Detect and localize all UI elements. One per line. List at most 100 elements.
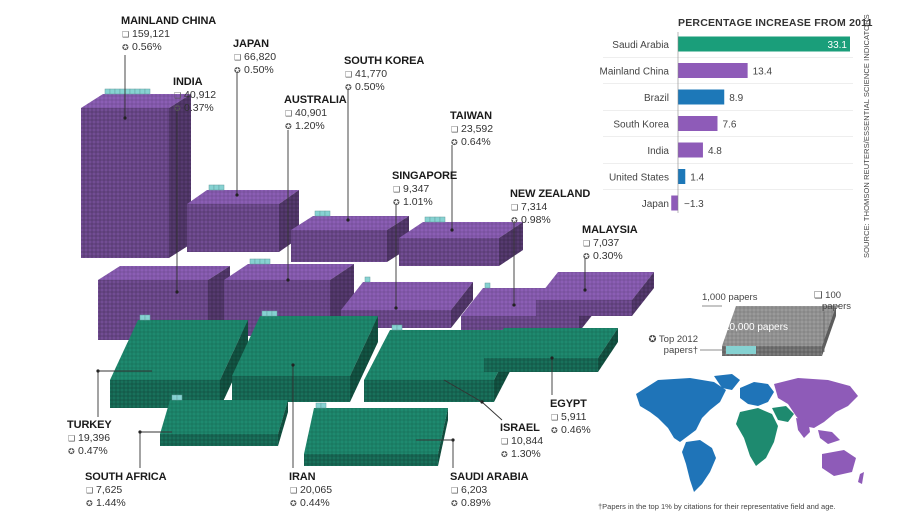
paper-icon: ❑ bbox=[583, 239, 591, 249]
country-name: IRAN bbox=[289, 471, 316, 483]
papers-count: ❑ 23,592 bbox=[451, 123, 494, 136]
top-paper-icon: ✪ bbox=[451, 137, 458, 147]
paper-block-japan bbox=[187, 184, 299, 252]
country-name: AUSTRALIA bbox=[284, 94, 347, 106]
papers-count: ❑ 66,820 bbox=[234, 51, 277, 64]
country-name: SAUDI ARABIA bbox=[450, 471, 529, 483]
top-paper-cube bbox=[259, 258, 266, 265]
country-name: MAINLAND CHINA bbox=[121, 15, 217, 27]
top-paper-icon: ✪ bbox=[290, 498, 297, 508]
top-percent: ✪ 1.30% bbox=[501, 447, 541, 460]
top-paper-cube bbox=[315, 402, 322, 409]
papers-count: ❑ 41,770 bbox=[345, 68, 388, 81]
country-name: ISRAEL bbox=[500, 422, 540, 434]
top-paper-icon: ✪ bbox=[68, 446, 75, 456]
country-name: NEW ZEALAND bbox=[510, 188, 591, 200]
top-paper-cube bbox=[109, 88, 116, 95]
paper-icon: ❑ bbox=[451, 125, 459, 135]
bar-value-label: 4.8 bbox=[708, 146, 722, 157]
label-iran: IRAN ❑ 20,065 ✪ 0.44% bbox=[289, 471, 332, 509]
leader-dot bbox=[512, 303, 516, 307]
bar-category-label: Mainland China bbox=[600, 67, 670, 78]
legend-hundred-icon: ❑ bbox=[814, 290, 826, 301]
top-percent: ✪ 0.37% bbox=[174, 101, 214, 114]
top-paper-icon: ✪ bbox=[583, 251, 590, 261]
top-paper-icon: ✪ bbox=[501, 449, 508, 459]
top-percent: ✪ 0.98% bbox=[511, 213, 551, 226]
map-middle-east bbox=[772, 406, 794, 422]
paper-block-south-africa bbox=[160, 394, 288, 446]
top-paper-icon: ✪ bbox=[393, 197, 400, 207]
label-australia: AUSTRALIA ❑ 40,901 ✪ 1.20% bbox=[284, 94, 347, 132]
top-paper-cube bbox=[249, 258, 256, 265]
top-percent: ✪ 1.20% bbox=[285, 119, 325, 132]
paper-icon: ❑ bbox=[451, 486, 459, 496]
map-new-zealand bbox=[858, 472, 864, 484]
legend-top-cube bbox=[746, 346, 751, 354]
paper-icon: ❑ bbox=[511, 203, 519, 213]
top-paper-cube bbox=[213, 184, 220, 191]
label-israel: ISRAEL ❑ 10,844 ✪ 1.30% bbox=[500, 422, 543, 460]
paper-icon: ❑ bbox=[345, 70, 353, 80]
top-paper-cube bbox=[484, 282, 491, 289]
label-malaysia: MALAYSIA ❑ 7,037 ✪ 0.30% bbox=[582, 224, 638, 262]
label-india: INDIA ❑ 40,912 ✪ 0.37% bbox=[173, 76, 216, 114]
top-percent: ✪ 1.01% bbox=[393, 195, 433, 208]
bar bbox=[678, 89, 725, 105]
top-paper-icon: ✪ bbox=[174, 103, 181, 113]
top-paper-cube bbox=[319, 210, 326, 217]
bar-category-label: Saudi Arabia bbox=[612, 40, 669, 51]
top-paper-cube bbox=[264, 258, 271, 265]
papers-count: ❑ 7,625 bbox=[86, 484, 123, 497]
paper-block-mainland-china bbox=[81, 88, 191, 258]
label-south-africa: SOUTH AFRICA ❑ 7,625 ✪ 1.44% bbox=[85, 471, 167, 509]
map-se-asia bbox=[818, 430, 840, 444]
label-south-korea: SOUTH KOREA ❑ 41,770 ✪ 0.50% bbox=[344, 55, 424, 93]
legend-top-cube bbox=[741, 346, 746, 354]
paper-icon: ❑ bbox=[285, 109, 293, 119]
papers-count: ❑ 5,911 bbox=[551, 411, 587, 424]
legend-top-papers: ✪ Top 2012 papers† bbox=[648, 334, 698, 357]
top-paper-cube bbox=[320, 402, 327, 409]
bar-category-label: South Korea bbox=[613, 120, 669, 131]
label-saudi-arabia: SAUDI ARABIA ❑ 6,203 ✪ 0.89% bbox=[450, 471, 529, 509]
papers-count: ❑ 9,347 bbox=[393, 183, 430, 196]
papers-count: ❑ 7,037 bbox=[583, 237, 620, 250]
bar bbox=[671, 195, 678, 211]
paper-icon: ❑ bbox=[68, 434, 76, 444]
bar bbox=[678, 116, 718, 131]
world-map bbox=[636, 374, 864, 492]
paper-block-south-korea bbox=[291, 210, 409, 262]
label-turkey: TURKEY ❑ 19,396 ✪ 0.47% bbox=[67, 419, 112, 457]
bar bbox=[678, 142, 703, 158]
paper-icon: ❑ bbox=[86, 486, 94, 496]
leader-israel bbox=[481, 401, 503, 421]
leader-dot bbox=[291, 363, 295, 367]
top-paper-cube bbox=[429, 216, 436, 223]
bar bbox=[678, 169, 686, 184]
bar-category-label: Brazil bbox=[644, 93, 669, 104]
country-name: SOUTH KOREA bbox=[344, 55, 425, 67]
top-paper-cube bbox=[104, 88, 111, 95]
papers-count: ❑ 159,121 bbox=[122, 28, 170, 41]
legend-top-cube bbox=[736, 346, 741, 354]
papers-count: ❑ 19,396 bbox=[68, 432, 111, 445]
leader-dot bbox=[175, 290, 179, 294]
papers-count: ❑ 10,844 bbox=[501, 435, 544, 448]
footnote: †Papers in the top 1% by citations for t… bbox=[598, 502, 836, 511]
leader-dot bbox=[123, 116, 127, 120]
legend-hundred: ❑ 100 papers bbox=[814, 290, 852, 312]
top-percent: ✪ 0.44% bbox=[290, 496, 330, 509]
bar-value-label: 33.1 bbox=[828, 40, 848, 51]
top-paper-icon: ✪ bbox=[122, 42, 129, 52]
top-paper-cube bbox=[271, 310, 278, 317]
top-paper-cube bbox=[171, 394, 178, 401]
label-mainland-china: MAINLAND CHINA ❑ 159,121 ✪ 0.56% bbox=[121, 15, 216, 53]
map-south-america bbox=[682, 440, 716, 492]
bar-value-label: 7.6 bbox=[722, 120, 736, 131]
paper-icon: ❑ bbox=[501, 437, 509, 447]
top-paper-cube bbox=[391, 324, 398, 331]
top-paper-cube bbox=[139, 88, 146, 95]
leader-dot bbox=[286, 278, 290, 282]
legend-top-cube bbox=[751, 346, 756, 354]
